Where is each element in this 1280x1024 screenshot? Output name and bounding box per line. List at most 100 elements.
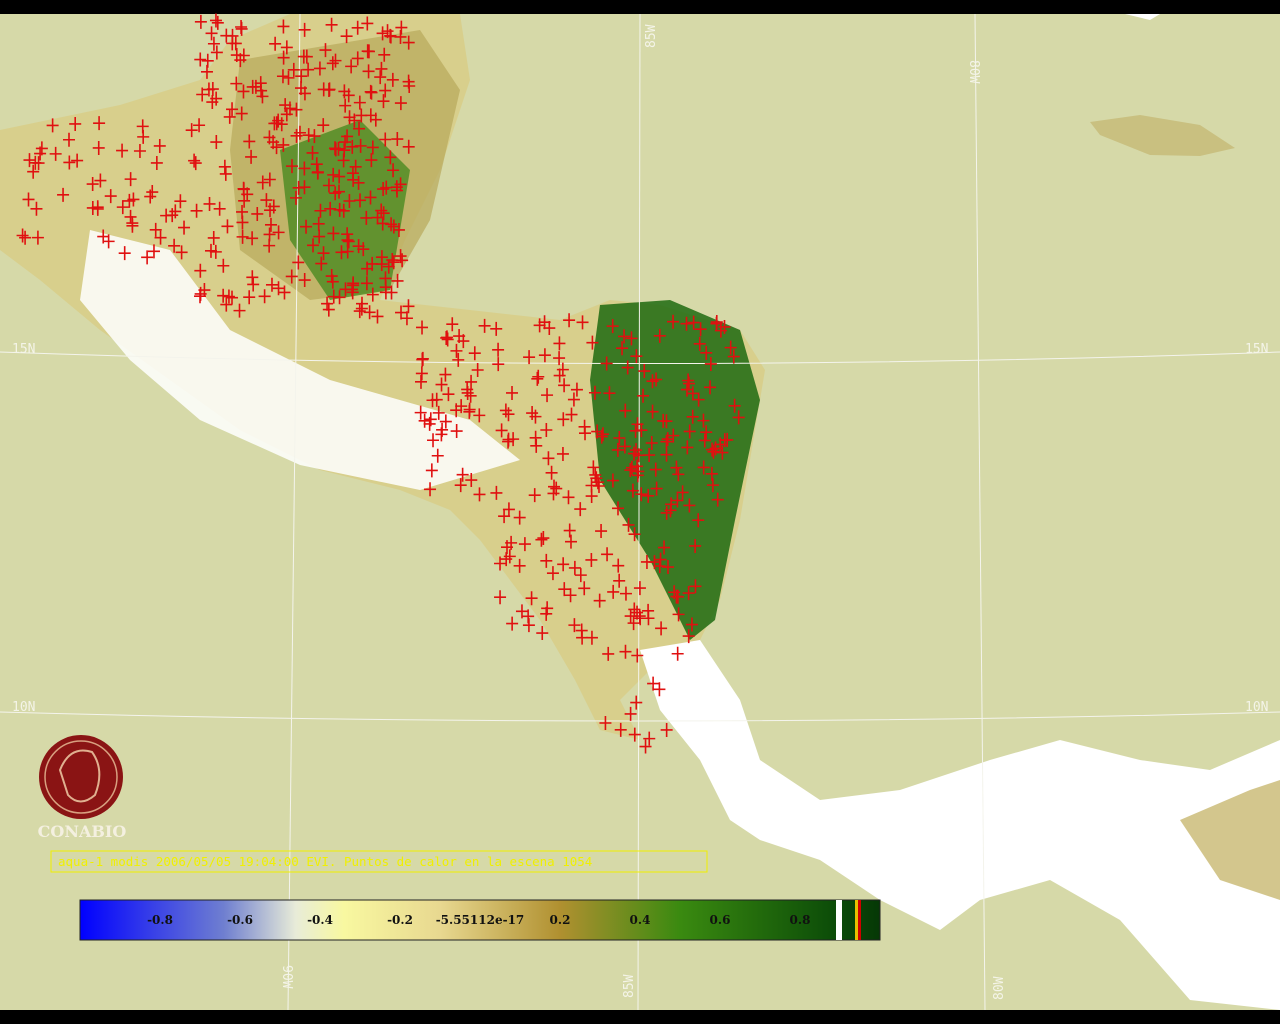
hotspot	[267, 135, 280, 150]
colorbar-label: -0.6	[227, 913, 253, 927]
hotspot	[546, 566, 559, 581]
hotspot	[355, 301, 368, 316]
hotspot	[672, 467, 685, 482]
grid-label: 10N	[12, 700, 35, 715]
hotspot	[661, 560, 674, 575]
hotspot	[478, 318, 491, 333]
hotspot	[362, 44, 375, 59]
hotspot	[578, 419, 591, 434]
hotspot	[236, 229, 249, 244]
hotspot	[424, 482, 437, 497]
hotspot	[57, 187, 70, 202]
hotspot	[329, 53, 342, 68]
hotspot	[541, 601, 554, 616]
hotspot	[660, 434, 673, 449]
hotspot	[653, 559, 666, 574]
hotspot	[376, 26, 389, 41]
hotspot	[387, 219, 400, 234]
hotspot	[147, 244, 160, 259]
hotspot	[465, 473, 478, 488]
hotspot	[268, 116, 281, 131]
hotspot	[416, 351, 429, 366]
hotspot	[465, 374, 478, 389]
hotspot	[246, 79, 259, 94]
graticule	[0, 13, 1280, 1011]
colorbar-label: 0.2	[550, 913, 571, 927]
hotspot	[515, 604, 528, 619]
colorbar-label: 0.6	[710, 913, 731, 927]
caption-box	[50, 850, 708, 873]
hotspot	[614, 722, 627, 737]
hotspot	[226, 290, 239, 305]
hotspot	[375, 257, 388, 272]
hotspot	[523, 350, 536, 365]
hotspot	[190, 203, 203, 218]
hotspot	[226, 102, 239, 117]
hotspot	[586, 335, 599, 350]
hotspot	[568, 560, 581, 575]
hotspot	[297, 49, 310, 64]
hotspot	[613, 430, 626, 445]
hotspot	[346, 166, 359, 181]
hotspot	[343, 110, 356, 125]
hotspot	[500, 552, 513, 567]
hotspot	[600, 356, 613, 371]
hotspot	[689, 579, 702, 594]
hotspot	[454, 478, 467, 493]
hotspot	[556, 446, 569, 461]
hotspot	[260, 193, 273, 208]
hotspot	[619, 586, 632, 601]
hotspot	[149, 222, 162, 237]
hotspot	[692, 392, 705, 407]
hotspot	[377, 94, 390, 109]
hotspot	[599, 716, 612, 731]
hotspot	[632, 448, 645, 463]
hotspot	[315, 256, 328, 271]
hotspot	[575, 623, 588, 638]
grid-label: 85W	[644, 24, 659, 48]
hotspot	[416, 320, 429, 335]
hotspot	[574, 502, 587, 517]
hotspot	[721, 432, 734, 447]
hotspot	[626, 483, 639, 498]
hotspot	[237, 48, 250, 63]
hotspot	[196, 87, 209, 102]
hotspot	[402, 299, 415, 314]
hotspot	[450, 424, 463, 439]
hotspot	[631, 459, 644, 474]
hotspot	[245, 149, 258, 164]
hotspot	[325, 269, 338, 284]
hotspot	[714, 437, 727, 452]
hotspot	[541, 388, 554, 403]
hotspot	[685, 617, 698, 632]
hotspot	[317, 118, 330, 133]
hotspot	[704, 356, 717, 371]
hotspot	[446, 317, 459, 332]
hotspot	[298, 161, 311, 176]
hotspot	[619, 403, 632, 418]
hotspot	[363, 305, 376, 320]
hotspot	[633, 609, 646, 624]
hotspot	[384, 150, 397, 165]
grid-label: 80W	[992, 976, 1007, 1000]
hotspot	[576, 315, 589, 330]
hotspot	[564, 588, 577, 603]
hotspot	[506, 385, 519, 400]
hotspot	[365, 153, 378, 168]
hotspot	[317, 82, 330, 97]
hotspot	[692, 513, 705, 528]
hotspot	[665, 497, 678, 512]
hotspot	[540, 553, 553, 568]
hotspot	[338, 143, 351, 158]
hotspot	[230, 76, 243, 91]
hotspot	[235, 20, 248, 35]
hotspot	[302, 62, 315, 77]
hotspot	[31, 230, 44, 245]
hotspot	[505, 535, 518, 550]
hotspot	[490, 485, 503, 500]
hotspot	[642, 611, 655, 626]
hotspot	[333, 169, 346, 184]
hotspot	[705, 466, 718, 481]
hotspot	[588, 385, 601, 400]
hotspot	[602, 646, 615, 661]
